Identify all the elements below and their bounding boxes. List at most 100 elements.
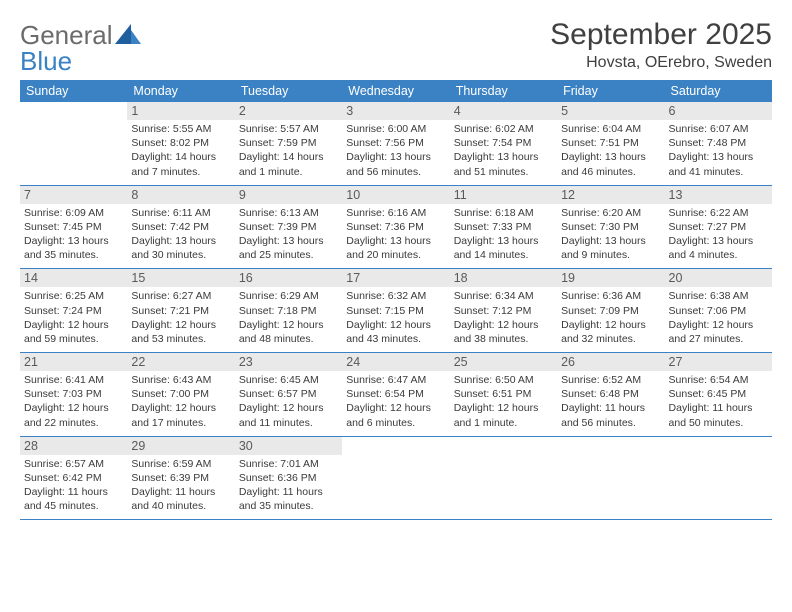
- daylight-text: Daylight: 11 hours and 35 minutes.: [239, 485, 338, 513]
- day-info: Sunrise: 6:54 AMSunset: 6:45 PMDaylight:…: [669, 373, 768, 430]
- daylight-text: Daylight: 13 hours and 56 minutes.: [346, 150, 445, 178]
- sunset-text: Sunset: 7:18 PM: [239, 304, 338, 318]
- day-info: Sunrise: 6:27 AMSunset: 7:21 PMDaylight:…: [131, 289, 230, 346]
- daylight-text: Daylight: 11 hours and 40 minutes.: [131, 485, 230, 513]
- sunset-text: Sunset: 6:48 PM: [561, 387, 660, 401]
- day-info: Sunrise: 6:50 AMSunset: 6:51 PMDaylight:…: [454, 373, 553, 430]
- calendar-cell: 11 Sunrise: 6:18 AMSunset: 7:33 PMDayligh…: [450, 185, 557, 269]
- col-wednesday: Wednesday: [342, 80, 449, 102]
- calendar-cell: 6Sunrise: 6:07 AMSunset: 7:48 PMDaylight…: [665, 102, 772, 185]
- day-number: 24: [342, 353, 449, 371]
- sunset-text: Sunset: 8:02 PM: [131, 136, 230, 150]
- day-info: Sunrise: 6:00 AMSunset: 7:56 PMDaylight:…: [346, 122, 445, 179]
- day-info: Sunrise: 5:57 AMSunset: 7:59 PMDaylight:…: [239, 122, 338, 179]
- day-info: Sunrise: 6:18 AMSunset: 7:33 PMDaylight:…: [454, 206, 553, 263]
- sunset-text: Sunset: 6:51 PM: [454, 387, 553, 401]
- sunrise-text: Sunrise: 6:36 AM: [561, 289, 660, 303]
- daylight-text: Daylight: 12 hours and 53 minutes.: [131, 318, 230, 346]
- col-saturday: Saturday: [665, 80, 772, 102]
- sunrise-text: Sunrise: 6:45 AM: [239, 373, 338, 387]
- calendar-row: 28Sunrise: 6:57 AMSunset: 6:42 PMDayligh…: [20, 436, 772, 520]
- daylight-text: Daylight: 13 hours and 20 minutes.: [346, 234, 445, 262]
- sunrise-text: Sunrise: 6:22 AM: [669, 206, 768, 220]
- calendar-cell: 4Sunrise: 6:02 AMSunset: 7:54 PMDaylight…: [450, 102, 557, 185]
- daylight-text: Daylight: 11 hours and 45 minutes.: [24, 485, 123, 513]
- day-info: Sunrise: 6:22 AMSunset: 7:27 PMDaylight:…: [669, 206, 768, 263]
- daylight-text: Daylight: 13 hours and 51 minutes.: [454, 150, 553, 178]
- calendar-body: 1Sunrise: 5:55 AMSunset: 8:02 PMDaylight…: [20, 102, 772, 520]
- calendar-cell: 7Sunrise: 6:09 AMSunset: 7:45 PMDaylight…: [20, 185, 127, 269]
- calendar-cell: 21Sunrise: 6:41 AMSunset: 7:03 PMDayligh…: [20, 353, 127, 437]
- daylight-text: Daylight: 12 hours and 11 minutes.: [239, 401, 338, 429]
- calendar-cell: 1Sunrise: 5:55 AMSunset: 8:02 PMDaylight…: [127, 102, 234, 185]
- sunrise-text: Sunrise: 6:32 AM: [346, 289, 445, 303]
- day-number: 4: [450, 102, 557, 120]
- day-number: 8: [127, 186, 234, 204]
- calendar-cell: 26 Sunrise: 6:52 AMSunset: 6:48 PMDayligh…: [557, 353, 664, 437]
- day-info: Sunrise: 6:25 AMSunset: 7:24 PMDaylight:…: [24, 289, 123, 346]
- sunset-text: Sunset: 7:39 PM: [239, 220, 338, 234]
- daylight-text: Daylight: 12 hours and 59 minutes.: [24, 318, 123, 346]
- sunset-text: Sunset: 7:30 PM: [561, 220, 660, 234]
- sunset-text: Sunset: 7:42 PM: [131, 220, 230, 234]
- calendar-cell: 5Sunrise: 6:04 AMSunset: 7:51 PMDaylight…: [557, 102, 664, 185]
- daylight-text: Daylight: 11 hours and 50 minutes.: [669, 401, 768, 429]
- sunrise-text: Sunrise: 5:55 AM: [131, 122, 230, 136]
- day-info: Sunrise: 6:52 AMSunset: 6:48 PMDaylight:…: [561, 373, 660, 430]
- daylight-text: Daylight: 14 hours and 7 minutes.: [131, 150, 230, 178]
- daylight-text: Daylight: 12 hours and 38 minutes.: [454, 318, 553, 346]
- sunset-text: Sunset: 7:45 PM: [24, 220, 123, 234]
- daylight-text: Daylight: 12 hours and 17 minutes.: [131, 401, 230, 429]
- daylight-text: Daylight: 13 hours and 14 minutes.: [454, 234, 553, 262]
- col-friday: Friday: [557, 80, 664, 102]
- sunrise-text: Sunrise: 6:41 AM: [24, 373, 123, 387]
- day-info: Sunrise: 6:45 AMSunset: 6:57 PMDaylight:…: [239, 373, 338, 430]
- sunset-text: Sunset: 7:12 PM: [454, 304, 553, 318]
- daylight-text: Daylight: 11 hours and 56 minutes.: [561, 401, 660, 429]
- calendar-cell: [20, 102, 127, 185]
- sunrise-text: Sunrise: 6:00 AM: [346, 122, 445, 136]
- calendar-cell: 30Sunrise: 7:01 AMSunset: 6:36 PMDayligh…: [235, 436, 342, 520]
- day-number: 22: [127, 353, 234, 371]
- day-info: Sunrise: 7:01 AMSunset: 6:36 PMDaylight:…: [239, 457, 338, 514]
- calendar-cell: 15Sunrise: 6:27 AMSunset: 7:21 PMDayligh…: [127, 269, 234, 353]
- sunrise-text: Sunrise: 6:50 AM: [454, 373, 553, 387]
- day-info: Sunrise: 6:32 AMSunset: 7:15 PMDaylight:…: [346, 289, 445, 346]
- day-info: Sunrise: 5:55 AMSunset: 8:02 PMDaylight:…: [131, 122, 230, 179]
- sunset-text: Sunset: 6:45 PM: [669, 387, 768, 401]
- calendar-cell: 13 Sunrise: 6:22 AMSunset: 7:27 PMDayligh…: [665, 185, 772, 269]
- day-info: Sunrise: 6:29 AMSunset: 7:18 PMDaylight:…: [239, 289, 338, 346]
- calendar-cell: 20Sunrise: 6:38 AMSunset: 7:06 PMDayligh…: [665, 269, 772, 353]
- sunset-text: Sunset: 7:36 PM: [346, 220, 445, 234]
- col-sunday: Sunday: [20, 80, 127, 102]
- page-header: General Blue September 2025 Hovsta, OEre…: [20, 18, 772, 74]
- day-number: 19: [557, 269, 664, 287]
- sunrise-text: Sunrise: 6:47 AM: [346, 373, 445, 387]
- calendar-head: Sunday Monday Tuesday Wednesday Thursday…: [20, 80, 772, 102]
- month-title: September 2025: [550, 18, 772, 52]
- calendar-cell: [450, 436, 557, 520]
- sunset-text: Sunset: 7:00 PM: [131, 387, 230, 401]
- daylight-text: Daylight: 12 hours and 6 minutes.: [346, 401, 445, 429]
- sunrise-text: Sunrise: 6:59 AM: [131, 457, 230, 471]
- calendar-cell: 3Sunrise: 6:00 AMSunset: 7:56 PMDaylight…: [342, 102, 449, 185]
- sunset-text: Sunset: 6:39 PM: [131, 471, 230, 485]
- day-info: Sunrise: 6:09 AMSunset: 7:45 PMDaylight:…: [24, 206, 123, 263]
- calendar-cell: 27Sunrise: 6:54 AMSunset: 6:45 PMDayligh…: [665, 353, 772, 437]
- logo: General Blue: [20, 22, 141, 74]
- day-info: Sunrise: 6:57 AMSunset: 6:42 PMDaylight:…: [24, 457, 123, 514]
- sunset-text: Sunset: 7:06 PM: [669, 304, 768, 318]
- daylight-text: Daylight: 12 hours and 43 minutes.: [346, 318, 445, 346]
- sunset-text: Sunset: 7:09 PM: [561, 304, 660, 318]
- daylight-text: Daylight: 13 hours and 46 minutes.: [561, 150, 660, 178]
- day-number: 11: [450, 186, 557, 204]
- sunrise-text: Sunrise: 6:20 AM: [561, 206, 660, 220]
- calendar-cell: 28Sunrise: 6:57 AMSunset: 6:42 PMDayligh…: [20, 436, 127, 520]
- sunset-text: Sunset: 7:03 PM: [24, 387, 123, 401]
- logo-word-blue: Blue: [20, 46, 72, 76]
- daylight-text: Daylight: 12 hours and 27 minutes.: [669, 318, 768, 346]
- sunset-text: Sunset: 6:57 PM: [239, 387, 338, 401]
- calendar-cell: 24Sunrise: 6:47 AMSunset: 6:54 PMDayligh…: [342, 353, 449, 437]
- day-number: 26: [557, 353, 664, 371]
- day-number: 13: [665, 186, 772, 204]
